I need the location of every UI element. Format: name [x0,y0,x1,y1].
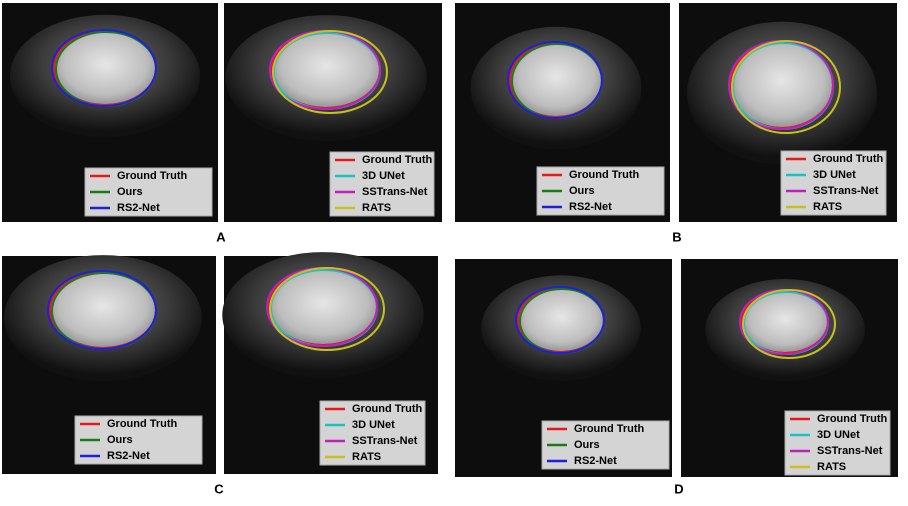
legend-box [780,150,887,216]
panel-label: A [216,229,226,244]
contour [742,289,836,359]
mri-image: Ground Truth Ours RS2-Net [455,259,672,477]
legend-label: Ground Truth [817,413,888,425]
brain [519,289,603,351]
legend-label: RATS [362,202,391,214]
legend-label: Ours [107,434,133,446]
brain [51,273,155,347]
brain [55,32,155,104]
mri-image: Ground Truth 3D UNet SSTrans-Net RATS [679,3,897,222]
contour [47,270,157,350]
contour [272,30,388,114]
legend-label: 3D UNet [362,170,405,182]
contour [51,29,157,107]
contour [731,40,841,134]
mri-image: Ground Truth Ours RS2-Net [2,255,216,474]
legend-box [784,410,891,476]
contour [507,41,603,119]
legend-label: SSTrans-Net [817,445,883,457]
legend-label: RATS [352,451,381,463]
legend-label: Ground Truth [813,153,884,165]
brain [732,43,832,127]
legend-label: RATS [813,201,842,213]
contour [515,286,605,354]
legend-label: Ours [574,439,600,451]
mri-image: Ground Truth 3D UNet SSTrans-Net RATS [224,3,442,222]
legend-label: Ground Truth [117,170,188,182]
brain [270,270,376,344]
brain [743,292,827,352]
legend-label: SSTrans-Net [813,185,879,197]
legend-label: Ground Truth [107,418,178,430]
legend-label: Ours [569,185,595,197]
mri-image: Ground Truth 3D UNet SSTrans-Net RATS [222,252,438,474]
legend-box [329,151,435,217]
legend-label: Ground Truth [574,423,645,435]
legend-label: Ground Truth [569,169,640,181]
panel-label: B [672,229,681,244]
legend-label: 3D UNet [352,419,395,431]
panel-label: D [674,481,683,496]
legend-label: 3D UNet [813,169,856,181]
legend-label: SSTrans-Net [362,186,428,198]
legend-label: SSTrans-Net [352,435,418,447]
legend-box [319,400,426,466]
legend-label: RS2-Net [107,450,150,462]
legend-label: RS2-Net [569,201,612,213]
legend-label: Ours [117,186,143,198]
legend-label: 3D UNet [817,429,860,441]
brain [511,44,601,116]
panel-label: C [214,481,224,496]
legend-label: Ground Truth [352,403,423,415]
brain [273,33,379,107]
mri-image: Ground Truth Ours RS2-Net [455,3,670,222]
legend-label: RS2-Net [117,202,160,214]
mri-image: Ground Truth 3D UNet SSTrans-Net RATS [681,259,898,477]
legend-label: RATS [817,461,846,473]
legend-label: RS2-Net [574,455,617,467]
mri-image: Ground Truth Ours RS2-Net [2,3,218,222]
legend-label: Ground Truth [362,154,433,166]
contour [269,267,385,351]
